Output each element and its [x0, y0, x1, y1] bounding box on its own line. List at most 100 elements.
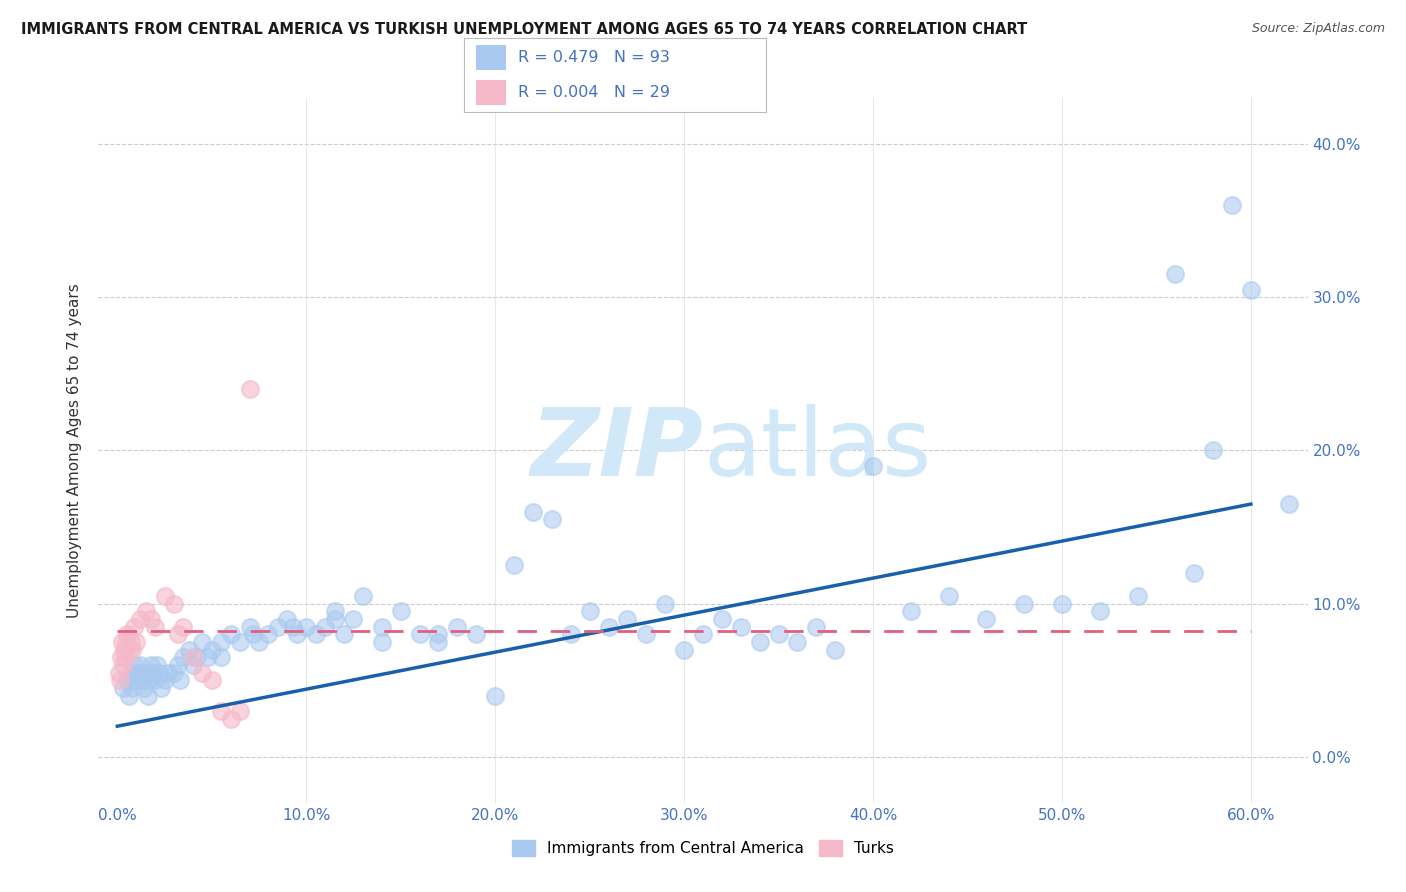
Point	[342, 612, 364, 626]
Point	[120, 665, 142, 680]
Point	[219, 627, 242, 641]
Point	[281, 619, 304, 633]
Point	[110, 650, 132, 665]
Point	[181, 650, 204, 665]
Point	[121, 642, 143, 657]
Point	[186, 650, 208, 665]
Point	[111, 657, 134, 672]
Point	[163, 597, 186, 611]
Point	[598, 619, 620, 633]
Point	[938, 589, 960, 603]
Point	[135, 604, 157, 618]
Point	[578, 604, 600, 618]
Point	[209, 650, 232, 665]
Text: atlas: atlas	[703, 404, 931, 497]
Point	[191, 665, 214, 680]
Point	[111, 681, 134, 695]
Point	[862, 458, 884, 473]
Point	[125, 635, 148, 649]
Point	[179, 642, 201, 657]
Point	[149, 681, 172, 695]
Point	[209, 704, 232, 718]
Point	[1164, 268, 1187, 282]
Point	[124, 619, 146, 633]
Point	[692, 627, 714, 641]
Point	[197, 650, 219, 665]
Bar	[477, 80, 506, 105]
Point	[125, 673, 148, 688]
Point	[427, 627, 450, 641]
Text: IMMIGRANTS FROM CENTRAL AMERICA VS TURKISH UNEMPLOYMENT AMONG AGES 65 TO 74 YEAR: IMMIGRANTS FROM CENTRAL AMERICA VS TURKI…	[21, 22, 1028, 37]
Point	[710, 612, 733, 626]
Point	[560, 627, 582, 641]
Point	[209, 635, 232, 649]
Point	[118, 642, 141, 657]
Point	[673, 642, 696, 657]
Legend: Immigrants from Central America, Turks: Immigrants from Central America, Turks	[506, 834, 900, 862]
Point	[118, 689, 141, 703]
Point	[352, 589, 374, 603]
Point	[181, 657, 204, 672]
Text: R = 0.479   N = 93: R = 0.479 N = 93	[519, 50, 671, 65]
Point	[219, 712, 242, 726]
Point	[153, 673, 176, 688]
Point	[115, 673, 138, 688]
Point	[247, 635, 270, 649]
Point	[323, 612, 346, 626]
Point	[323, 604, 346, 618]
Point	[824, 642, 846, 657]
Point	[114, 650, 136, 665]
Text: R = 0.004   N = 29: R = 0.004 N = 29	[519, 85, 671, 100]
Point	[333, 627, 356, 641]
Point	[136, 689, 159, 703]
Point	[1126, 589, 1149, 603]
Point	[112, 642, 135, 657]
Point	[135, 665, 157, 680]
Point	[120, 635, 142, 649]
Point	[146, 657, 169, 672]
Point	[115, 627, 138, 641]
Point	[163, 665, 186, 680]
Point	[111, 635, 134, 649]
Point	[143, 673, 166, 688]
Y-axis label: Unemployment Among Ages 65 to 74 years: Unemployment Among Ages 65 to 74 years	[67, 283, 83, 618]
Point	[229, 704, 252, 718]
Point	[257, 627, 280, 641]
Point	[1202, 443, 1225, 458]
Point	[285, 627, 308, 641]
Point	[169, 673, 191, 688]
Point	[371, 635, 394, 649]
Point	[522, 505, 544, 519]
Point	[114, 635, 136, 649]
Point	[201, 673, 224, 688]
Bar	[477, 45, 506, 70]
Point	[806, 619, 828, 633]
Point	[172, 619, 194, 633]
Point	[121, 681, 143, 695]
Point	[976, 612, 998, 626]
Point	[267, 619, 290, 633]
Point	[503, 558, 526, 573]
Point	[1012, 597, 1035, 611]
Point	[172, 650, 194, 665]
Point	[153, 589, 176, 603]
Point	[1278, 497, 1301, 511]
Point	[1088, 604, 1111, 618]
Point	[129, 657, 152, 672]
Point	[1182, 566, 1205, 580]
Point	[276, 612, 298, 626]
Point	[314, 619, 336, 633]
Point	[295, 619, 318, 633]
Point	[143, 619, 166, 633]
Point	[305, 627, 328, 641]
Point	[191, 635, 214, 649]
Point	[239, 382, 262, 396]
Point	[166, 627, 188, 641]
Point	[239, 619, 262, 633]
Point	[108, 665, 131, 680]
Point	[201, 642, 224, 657]
Point	[900, 604, 922, 618]
Point	[616, 612, 638, 626]
Text: Source: ZipAtlas.com: Source: ZipAtlas.com	[1251, 22, 1385, 36]
Point	[389, 604, 412, 618]
